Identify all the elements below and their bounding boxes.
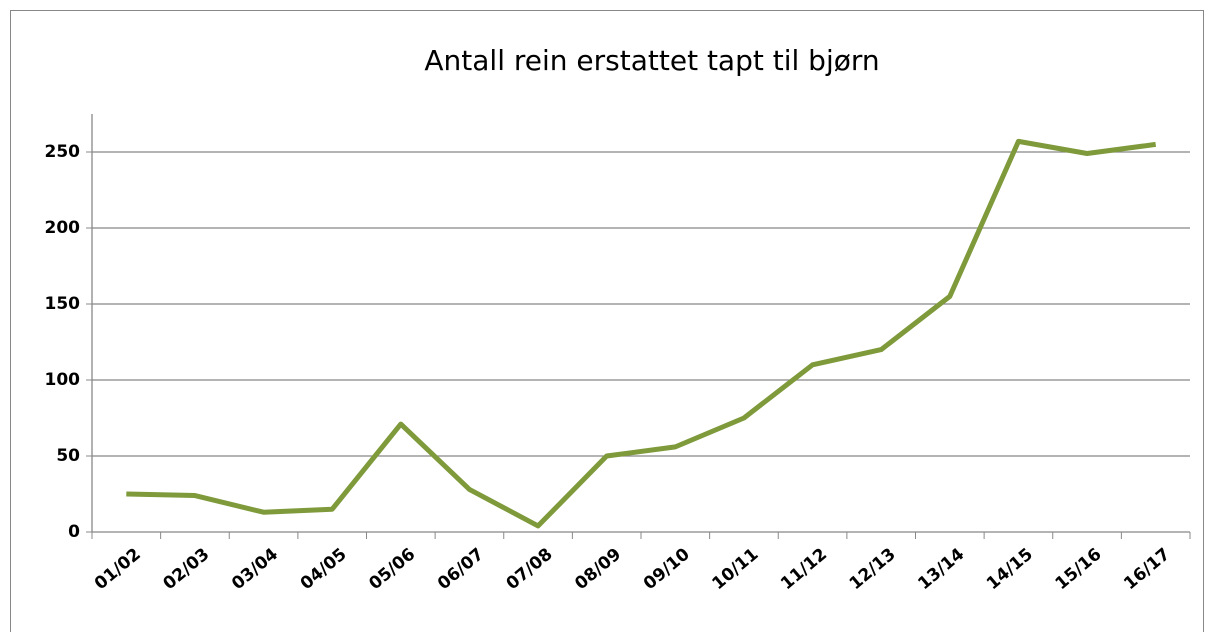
y-tick-label: 50	[56, 446, 80, 466]
chart-frame	[10, 10, 1204, 632]
y-tick-label: 250	[45, 142, 81, 162]
y-tick-label: 200	[45, 218, 81, 238]
data-line	[126, 138, 1157, 529]
y-tick-label: 150	[45, 294, 81, 314]
chart-title: Antall rein erstattet tapt til bjørn	[424, 44, 879, 77]
y-tick-label: 0	[68, 522, 80, 542]
y-tick-label: 100	[45, 370, 81, 390]
